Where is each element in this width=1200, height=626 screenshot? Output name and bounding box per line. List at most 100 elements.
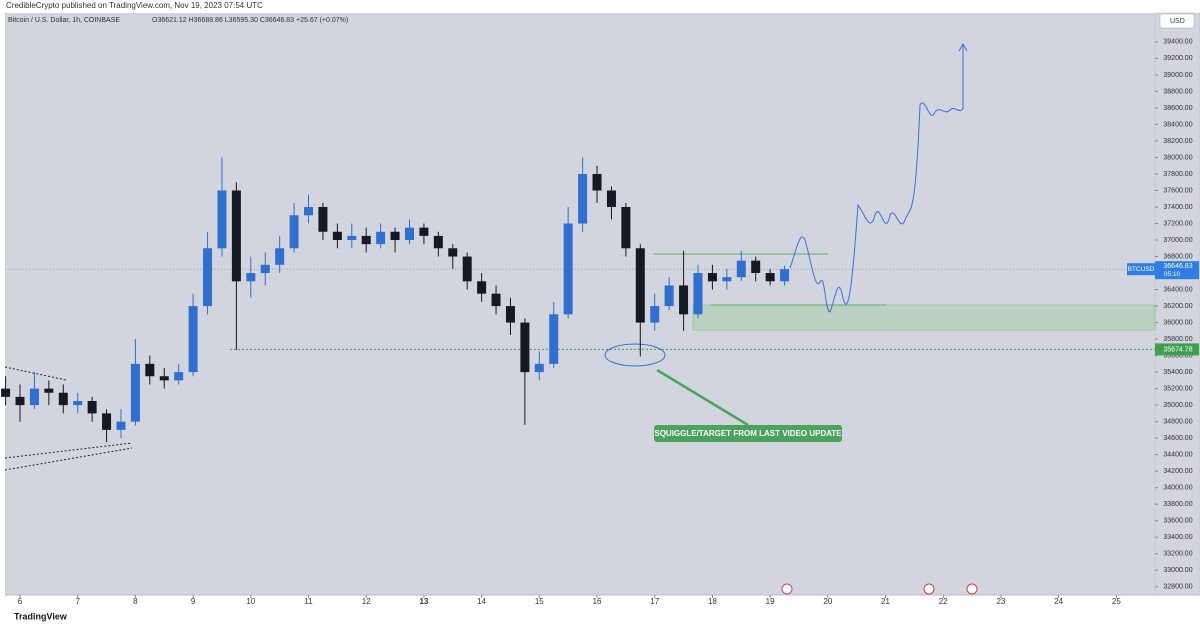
- candle-body: [289, 215, 299, 249]
- candle-body: [318, 207, 328, 232]
- candle-body: [693, 273, 703, 315]
- y-tick-label: 33000.00: [1163, 567, 1192, 574]
- x-tick-label: 17: [650, 597, 659, 606]
- annotation-arrow: [656, 368, 749, 427]
- y-tick-label: 35600.00: [1163, 352, 1192, 359]
- y-tick-label: 36800.00: [1163, 253, 1192, 260]
- annotation: SQUIGGLE/TARGET FROM LAST VIDEO UPDATE: [654, 429, 842, 438]
- x-tick-label: 22: [939, 597, 948, 606]
- currency-box[interactable]: [1159, 13, 1195, 29]
- candle-body: [448, 248, 458, 257]
- triangle-lower-2: [4, 447, 133, 471]
- y-tick-label: 37200.00: [1163, 220, 1192, 227]
- header: CredibleCrypto published on TradingView.…: [6, 1, 263, 10]
- y-tick-label: 35400.00: [1163, 369, 1192, 376]
- y-tick-label: 33600.00: [1163, 518, 1192, 525]
- candle-body: [635, 248, 645, 323]
- y-tick-label: 36400.00: [1163, 286, 1192, 293]
- candle-body: [404, 227, 414, 241]
- candle-body: [606, 190, 616, 207]
- x-tick-label: 8: [133, 597, 138, 606]
- candle-body: [563, 223, 573, 315]
- candle-body: [347, 235, 357, 241]
- x-tick-label: 15: [535, 597, 544, 606]
- candle-body: [549, 314, 559, 364]
- y-tick-label: 34800.00: [1163, 418, 1192, 425]
- y-tick-label: 36200.00: [1163, 303, 1192, 310]
- candle-body: [390, 231, 400, 241]
- candle-body: [621, 207, 631, 249]
- y-tick-label: 36000.00: [1163, 319, 1192, 326]
- candle-body: [376, 231, 386, 245]
- candle-body: [534, 363, 544, 373]
- y-tick-label: 38000.00: [1163, 154, 1192, 161]
- x-tick-label: 6: [18, 597, 23, 606]
- y-tick-label: 37600.00: [1163, 187, 1192, 194]
- candle-body: [231, 190, 241, 282]
- candle-body: [188, 306, 198, 373]
- event-icon[interactable]: [781, 583, 793, 595]
- candle-body: [765, 273, 775, 282]
- triangle-lower: [4, 442, 133, 459]
- y-tick-label: 35200.00: [1163, 385, 1192, 392]
- marked-level-tag: [1155, 343, 1199, 356]
- y-tick-label: 37800.00: [1163, 171, 1192, 178]
- event-icon[interactable]: [966, 583, 978, 595]
- candle-body: [145, 363, 155, 377]
- y-tick-label: 39200.00: [1163, 55, 1192, 62]
- candle-body: [679, 285, 689, 315]
- plot-background: [5, 13, 1155, 595]
- candle-body: [116, 421, 126, 430]
- candle-body: [102, 413, 112, 430]
- x-tick-label: 16: [593, 597, 602, 606]
- y-tick-label: 35800.00: [1163, 336, 1192, 343]
- x-tick-label: 7: [75, 597, 80, 606]
- projection-path: [789, 42, 968, 313]
- candle-body: [87, 401, 97, 414]
- y-tick-label: 34400.00: [1163, 452, 1192, 459]
- price-axis: [1154, 12, 1200, 596]
- candle-body: [592, 173, 602, 191]
- candle-body: [578, 173, 588, 224]
- last-price-label: 36646.83: [1163, 263, 1192, 270]
- x-tick-label: 14: [477, 597, 486, 606]
- candle-body: [44, 388, 54, 393]
- y-tick-label: 35000.00: [1163, 402, 1192, 409]
- y-tick-label: 33400.00: [1163, 534, 1192, 541]
- last-price-tag: [1155, 261, 1199, 280]
- candle-body: [520, 322, 530, 373]
- x-tick-label: 19: [766, 597, 775, 606]
- candle-body: [260, 264, 270, 274]
- candle-body: [433, 235, 443, 249]
- candle-body: [664, 285, 674, 307]
- x-tick-label: 20: [823, 597, 832, 606]
- candle-body: [15, 396, 25, 406]
- x-tick-label: 12: [362, 597, 371, 606]
- candle-body: [780, 269, 790, 282]
- event-icon[interactable]: [923, 583, 935, 595]
- candle-body: [361, 235, 371, 245]
- x-tick-label: 13: [419, 597, 428, 606]
- candle-body: [419, 227, 429, 236]
- y-tick-label: 38600.00: [1163, 105, 1192, 112]
- symbol-tag: [1127, 263, 1155, 276]
- y-tick-label: 34000.00: [1163, 485, 1192, 492]
- x-tick-label: 9: [191, 597, 196, 606]
- y-tick-label: 37400.00: [1163, 204, 1192, 211]
- y-tick-label: 39400.00: [1163, 39, 1192, 46]
- symbol-label: BTCUSD: [1128, 266, 1155, 273]
- candle-body: [477, 281, 487, 294]
- candle-body: [332, 231, 342, 241]
- y-tick-label: 38200.00: [1163, 138, 1192, 145]
- x-tick-label: 24: [1054, 597, 1063, 606]
- candle-body: [736, 260, 746, 278]
- ohlc-label: O36621.12 H36688.86 L36595.30 C36646.83 …: [152, 17, 348, 24]
- candle-body: [29, 388, 39, 406]
- x-tick-label: 18: [708, 597, 717, 606]
- candle-body: [58, 392, 68, 406]
- currency: USD: [1170, 18, 1185, 25]
- candle-body: [246, 273, 256, 282]
- x-tick-label: 25: [1112, 597, 1121, 606]
- annotation-box: [654, 425, 842, 442]
